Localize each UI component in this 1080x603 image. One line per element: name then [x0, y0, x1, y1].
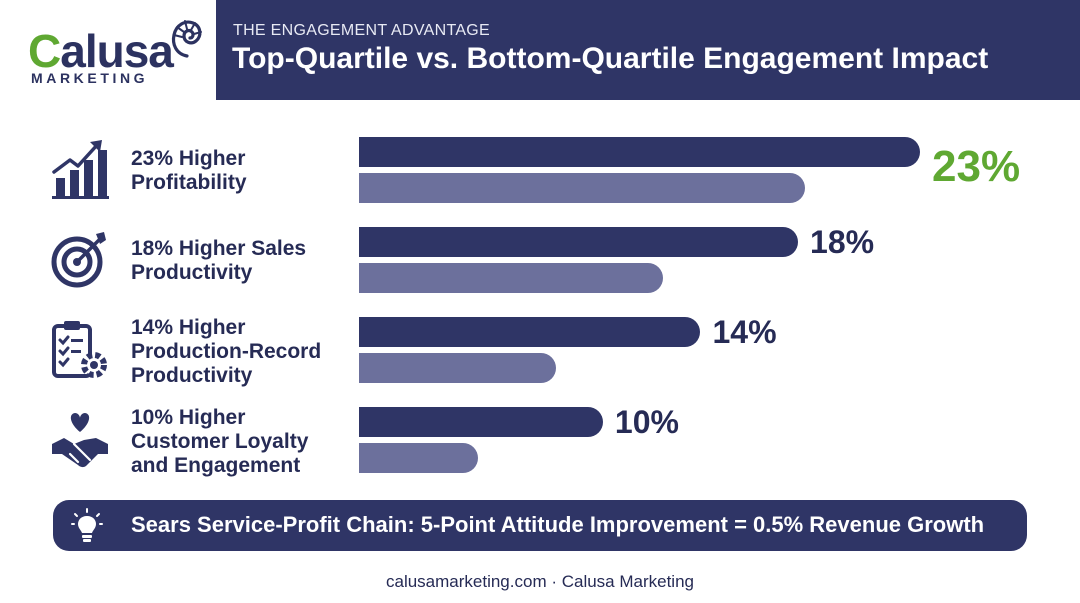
- label-line: 18% Higher Sales: [131, 237, 307, 260]
- footer-credit: calusamarketing.com · Calusa Marketing: [385, 572, 694, 591]
- bar-top-quartile: [359, 407, 603, 437]
- label-line: Customer Loyalty: [131, 430, 309, 453]
- logo-wordmark-rest: alusa: [60, 25, 174, 77]
- data-label: 10%: [614, 404, 679, 440]
- row-label-production-record: 14% Higher Production-Record Productivit…: [131, 316, 321, 388]
- bar-bottom-quartile: [359, 263, 664, 293]
- row-label-sales-productivity: 18% Higher Sales Productivity: [131, 237, 306, 285]
- target-icon: [51, 232, 106, 288]
- brand-logo: Calusa MARKETING: [0, 0, 216, 100]
- clipboard-gear-icon: [52, 321, 107, 378]
- data-label: 23%: [932, 142, 1021, 191]
- label-line: 10% Higher: [131, 406, 246, 429]
- bar-bottom-quartile: [359, 443, 478, 473]
- logo-wordmark-initial: C: [28, 25, 61, 77]
- label-line: Productivity: [131, 364, 253, 387]
- page-title: Top-Quartile vs. Bottom-Quartile Engagem…: [232, 42, 989, 75]
- lightbulb-icon: [71, 508, 103, 542]
- data-label: 14%: [712, 314, 777, 350]
- bar-top-quartile: [359, 137, 920, 167]
- label-line: and Engagement: [131, 454, 301, 477]
- bar-top-quartile: [359, 227, 799, 257]
- label-line: Productivity: [131, 261, 253, 284]
- header-kicker: THE ENGAGEMENT ADVANTAGE: [233, 22, 491, 39]
- logo-wordmark: Calusa: [28, 25, 174, 77]
- label-line: Production-Record: [131, 340, 322, 363]
- callout-banner: Sears Service-Profit Chain: 5-Point Atti…: [53, 500, 1027, 551]
- header-banner: THE ENGAGEMENT ADVANTAGE Top-Quartile vs…: [216, 0, 1080, 100]
- row-label-profitability: 23% Higher Profitability: [131, 147, 247, 195]
- label-line: 14% Higher: [131, 316, 246, 339]
- bar-bottom-quartile: [359, 173, 805, 203]
- label-line: Profitability: [131, 171, 247, 194]
- callout-text: Sears Service-Profit Chain: 5-Point Atti…: [131, 512, 985, 537]
- logo-subtitle: MARKETING: [31, 70, 149, 86]
- data-label: 18%: [810, 224, 875, 260]
- label-line: 23% Higher: [131, 147, 246, 170]
- bar-bottom-quartile: [359, 353, 557, 383]
- row-label-customer-loyalty: 10% Higher Customer Loyalty and Engageme…: [131, 406, 308, 478]
- growth-chart-icon: [52, 140, 109, 199]
- nautilus-shell-icon: [171, 20, 202, 58]
- handshake-heart-icon: [52, 413, 108, 468]
- bar-top-quartile: [359, 317, 701, 347]
